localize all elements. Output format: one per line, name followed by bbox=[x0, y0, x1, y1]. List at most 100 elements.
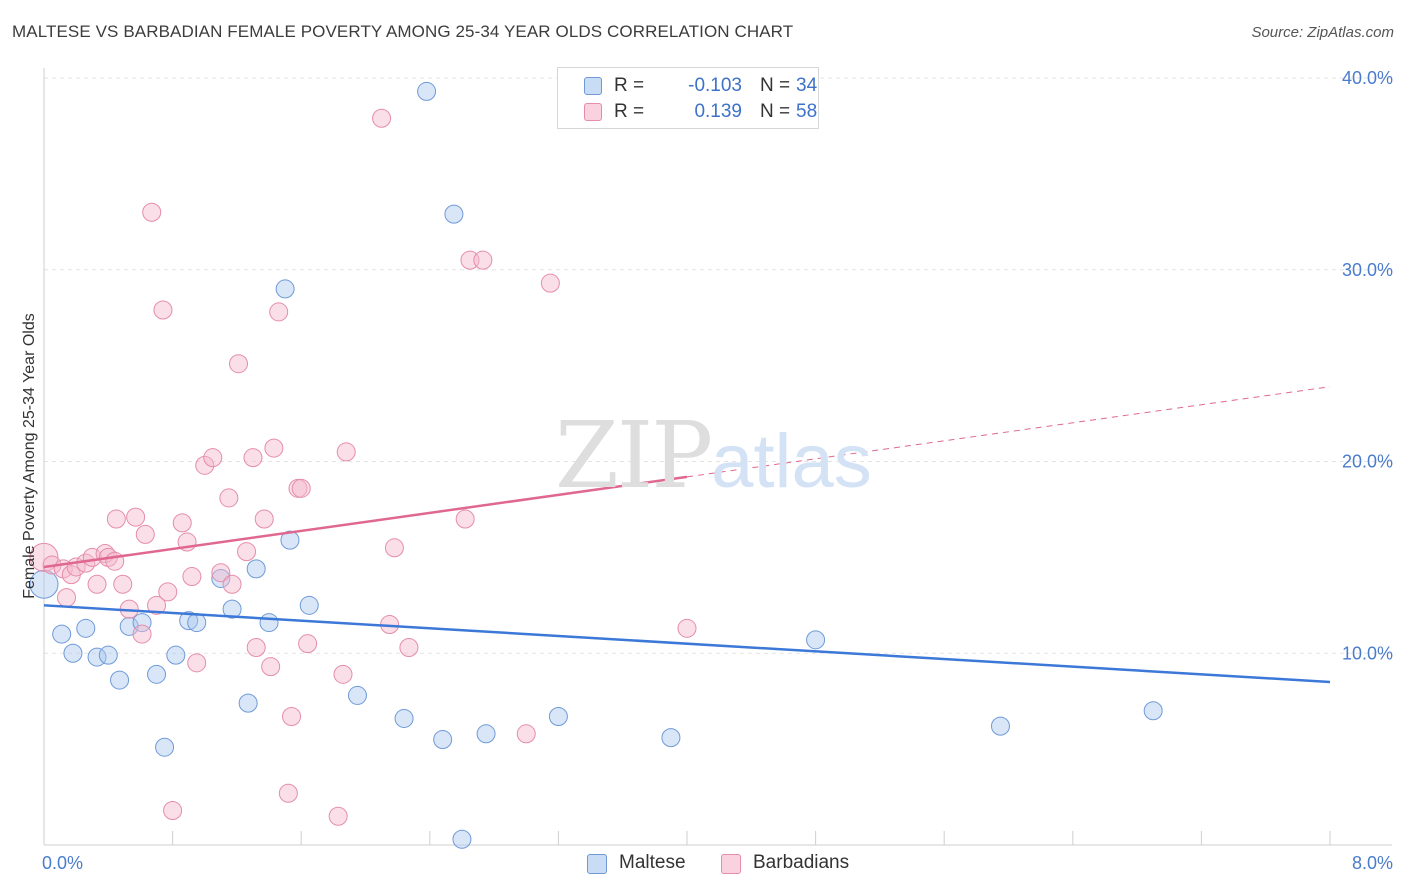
maltese-point bbox=[280, 530, 300, 550]
y-tick-label: 30.0% bbox=[1342, 260, 1393, 280]
barbadians-point bbox=[132, 624, 152, 644]
barbadians-point bbox=[172, 513, 192, 533]
n-value: 58 bbox=[796, 101, 818, 122]
maltese-point bbox=[275, 279, 295, 299]
r-value: 0.139 bbox=[694, 101, 742, 122]
barbadians-point bbox=[540, 273, 560, 293]
barbadians-point bbox=[372, 108, 392, 128]
n-label: N = bbox=[760, 101, 791, 122]
barbadians-point bbox=[278, 783, 298, 803]
maltese-point bbox=[166, 645, 186, 665]
barbadians-point bbox=[516, 724, 536, 744]
barbadians-point bbox=[254, 509, 274, 529]
maltese-swatch bbox=[587, 854, 607, 874]
barbadians-point bbox=[243, 448, 263, 468]
barbadians-point bbox=[261, 657, 281, 677]
maltese-point bbox=[187, 613, 207, 633]
maltese-point bbox=[259, 613, 279, 633]
maltese-point bbox=[1143, 701, 1163, 721]
barbadians-point bbox=[113, 574, 133, 594]
x-tick-label: 8.0% bbox=[1352, 853, 1393, 873]
barbadians-point bbox=[135, 524, 155, 544]
maltese-point bbox=[246, 559, 266, 579]
barbadians-point bbox=[455, 509, 475, 529]
barbadians-point bbox=[87, 574, 107, 594]
barbadians-point bbox=[222, 574, 242, 594]
barbadians-point bbox=[298, 634, 318, 654]
maltese-point bbox=[433, 730, 453, 750]
barbadians-trend-extension bbox=[686, 386, 1331, 478]
maltese-point bbox=[29, 569, 59, 599]
barbadians-point bbox=[269, 302, 289, 322]
y-axis-label: Female Poverty Among 25-34 Year Olds bbox=[21, 313, 38, 599]
maltese-point bbox=[394, 708, 414, 728]
barbadians-point bbox=[106, 509, 126, 529]
watermark-atlas: atlas bbox=[711, 419, 872, 504]
barbadians-point bbox=[399, 637, 419, 657]
barbadians-point bbox=[147, 595, 167, 615]
maltese-point bbox=[63, 643, 83, 663]
legend-label-barbadians: Barbadians bbox=[753, 852, 850, 873]
maltese-point bbox=[417, 81, 437, 101]
barbadians-swatch bbox=[584, 103, 602, 121]
barbadians-point bbox=[328, 806, 348, 826]
r-value: -0.103 bbox=[688, 75, 742, 96]
maltese-point bbox=[222, 599, 242, 619]
maltese-point bbox=[179, 611, 199, 631]
maltese-point bbox=[52, 624, 72, 644]
maltese-point bbox=[155, 737, 175, 757]
barbadians-swatch bbox=[721, 854, 741, 874]
barbadians-point bbox=[473, 250, 493, 270]
barbadians-point bbox=[264, 438, 284, 458]
maltese-point bbox=[661, 728, 681, 748]
barbadians-point bbox=[677, 618, 697, 638]
stats-legend: R = -0.103 N = 34 R = 0.139 N = 58 bbox=[557, 67, 819, 129]
maltese-point bbox=[147, 664, 167, 684]
maltese-point bbox=[132, 613, 152, 633]
barbadians-point bbox=[142, 202, 162, 222]
barbadians-point bbox=[29, 542, 59, 572]
maltese-point bbox=[110, 670, 130, 690]
y-tick-label: 20.0% bbox=[1342, 452, 1393, 472]
barbadians-point bbox=[126, 507, 146, 527]
legend-label-maltese: Maltese bbox=[619, 852, 686, 873]
maltese-point bbox=[347, 685, 367, 705]
chart-title: MALTESE VS BARBADIAN FEMALE POVERTY AMON… bbox=[12, 22, 794, 41]
watermark: ZIPatlas bbox=[555, 402, 872, 509]
barbadians-point bbox=[282, 707, 302, 727]
r-label: R = bbox=[614, 101, 645, 122]
barbadians-point bbox=[219, 488, 239, 508]
maltese-point bbox=[476, 724, 496, 744]
barbadians-trend-line bbox=[43, 475, 688, 569]
series-legend: Maltese Barbadians bbox=[0, 852, 1406, 878]
maltese-point bbox=[548, 707, 568, 727]
barbadians-point bbox=[246, 637, 266, 657]
maltese-trend-line bbox=[43, 604, 1331, 684]
x-tick-label: 0.0% bbox=[42, 853, 83, 873]
barbadians-point bbox=[187, 653, 207, 673]
watermark-zip: ZIP bbox=[555, 402, 713, 509]
barbadians-point bbox=[203, 448, 223, 468]
barbadians-point bbox=[153, 300, 173, 320]
maltese-point bbox=[299, 595, 319, 615]
barbadians-point bbox=[229, 354, 249, 374]
y-tick-label: 10.0% bbox=[1342, 643, 1393, 663]
barbadians-point bbox=[211, 563, 231, 583]
maltese-point bbox=[238, 693, 258, 713]
maltese-point bbox=[98, 645, 118, 665]
barbadians-point bbox=[158, 582, 178, 602]
maltese-point bbox=[444, 204, 464, 224]
maltese-point bbox=[806, 630, 826, 650]
r-label: R = bbox=[614, 75, 645, 96]
barbadians-point bbox=[182, 567, 202, 587]
n-label: N = bbox=[760, 75, 791, 96]
maltese-point bbox=[990, 716, 1010, 736]
maltese-point bbox=[211, 568, 231, 588]
barbadians-point bbox=[336, 442, 356, 462]
chart-source: Source: ZipAtlas.com bbox=[1251, 24, 1394, 41]
barbadians-point bbox=[195, 455, 215, 475]
n-value: 34 bbox=[796, 75, 818, 96]
barbadians-point bbox=[291, 478, 311, 498]
maltese-point bbox=[452, 829, 472, 849]
